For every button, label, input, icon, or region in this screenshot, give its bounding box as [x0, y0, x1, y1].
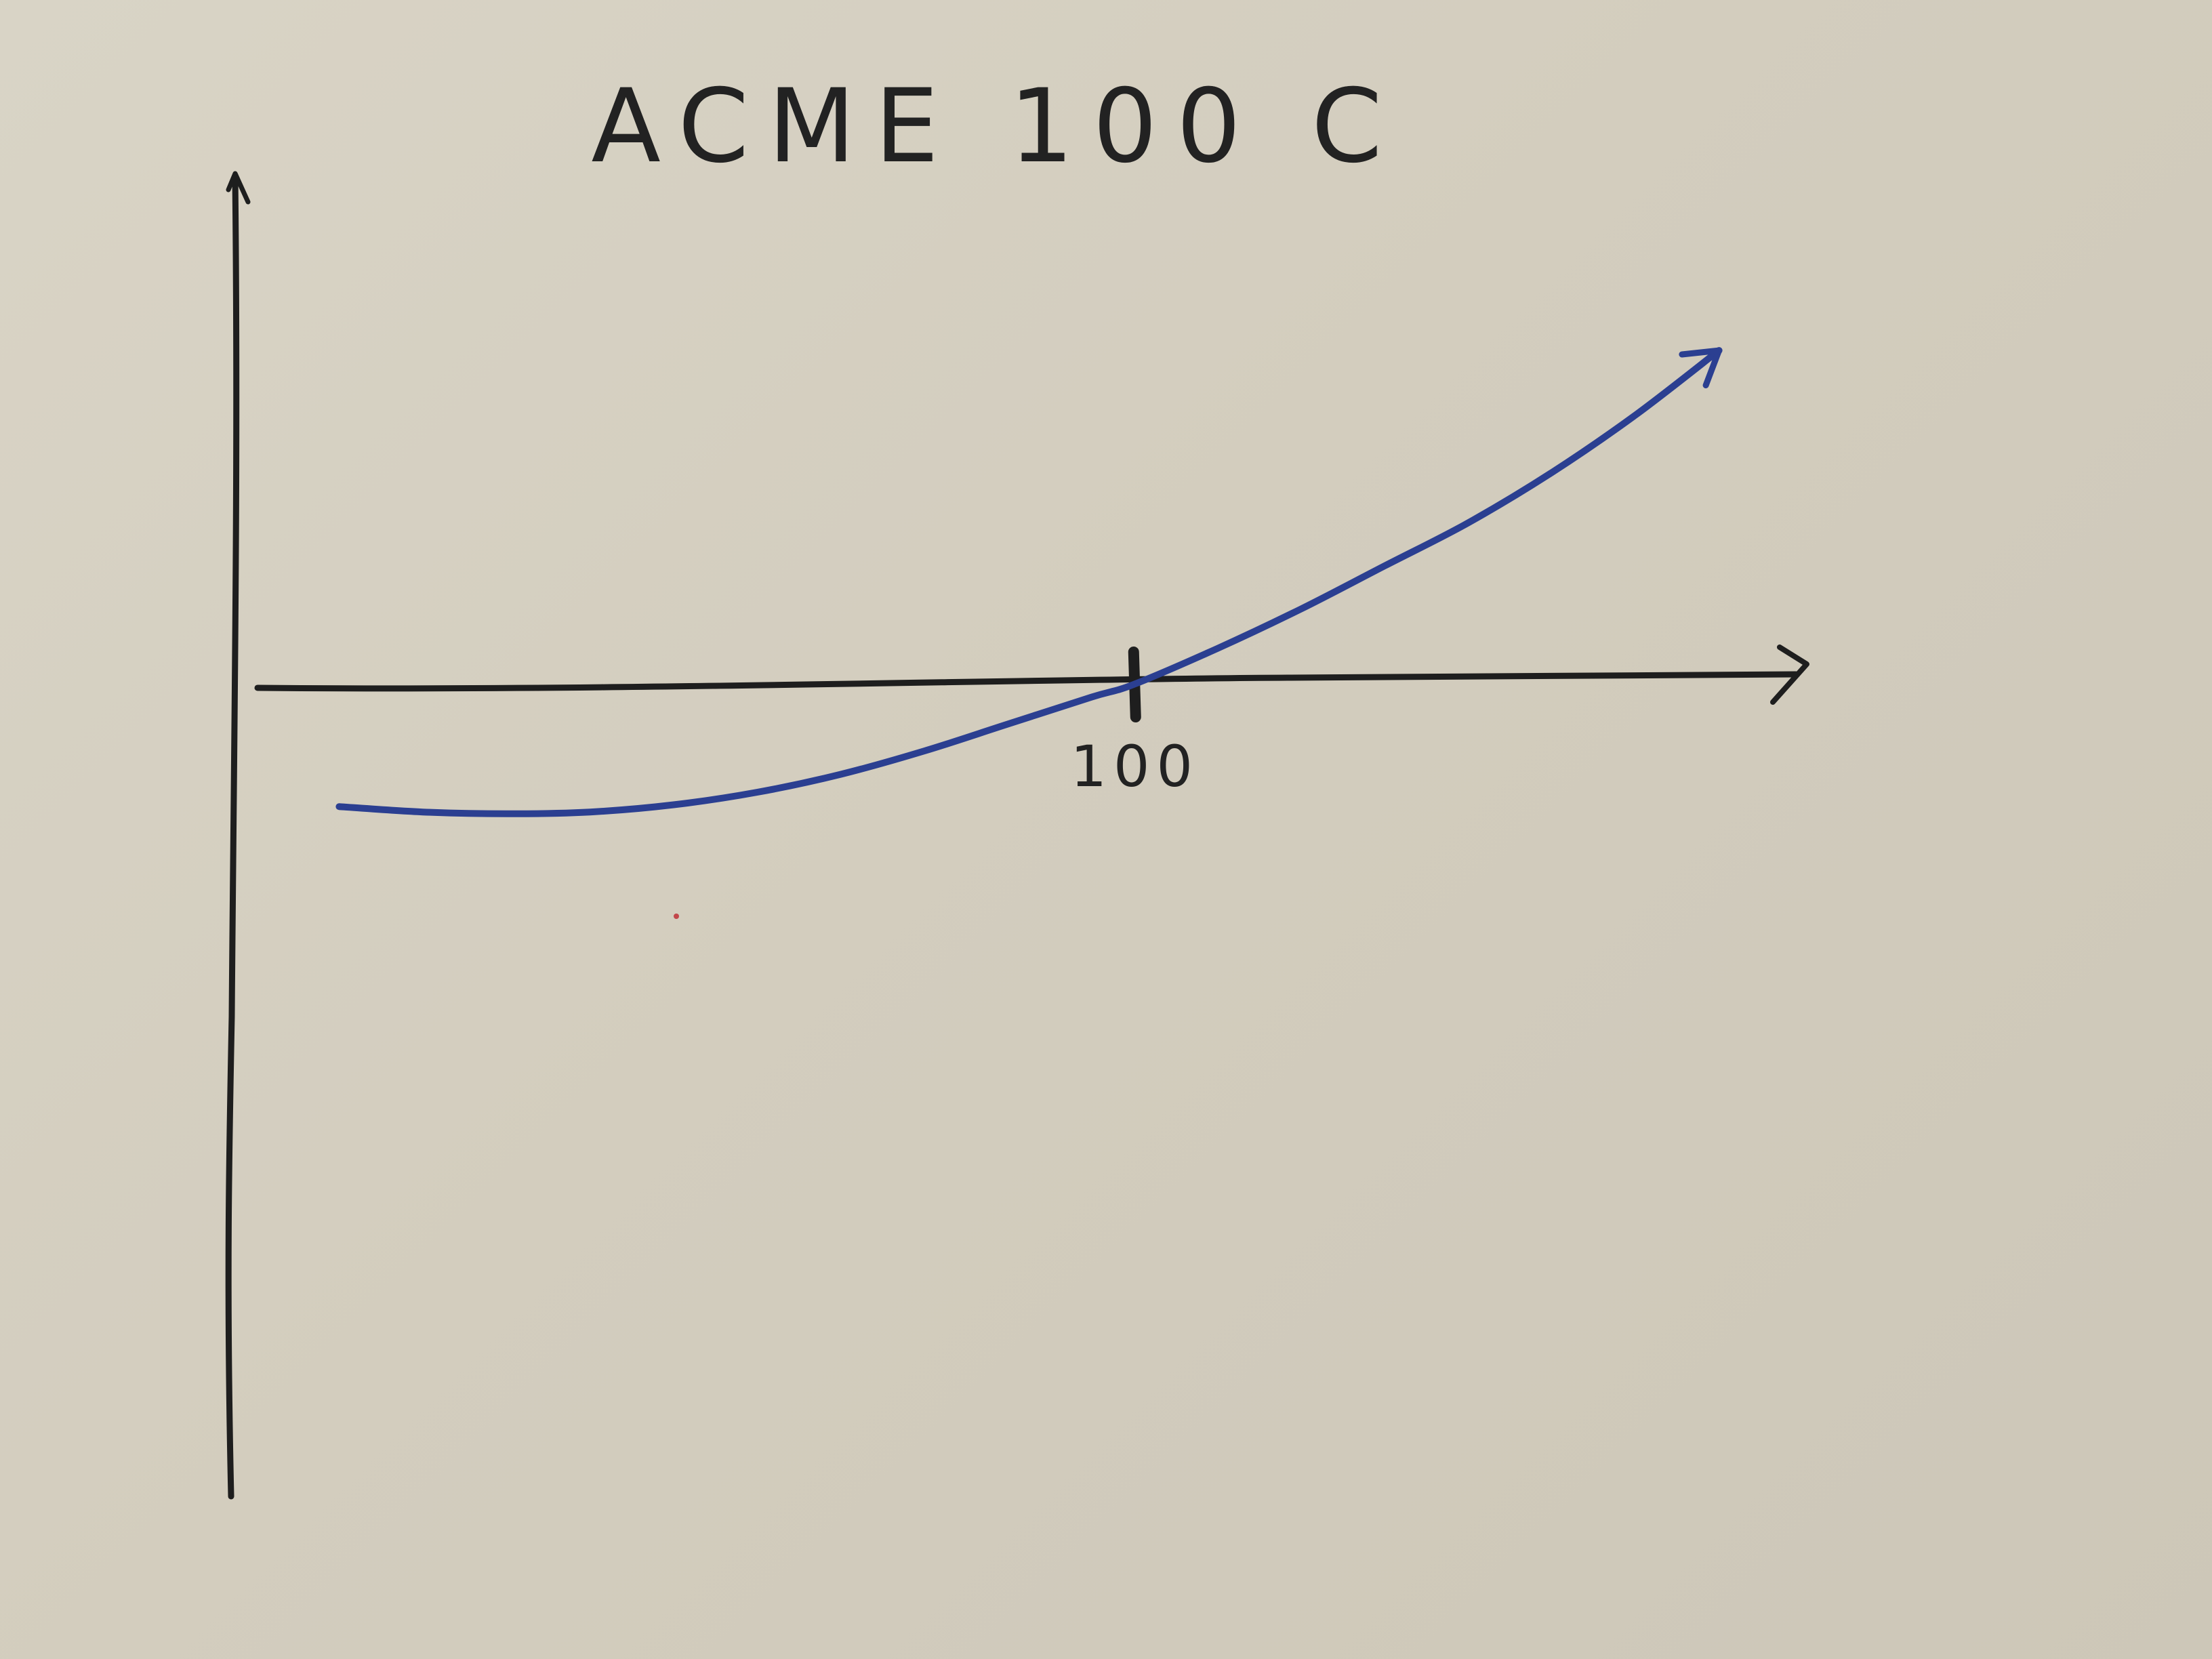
- x-axis-arrowhead: [1770, 644, 1809, 705]
- x-ticks: 100: [1071, 647, 1200, 800]
- x-tick-label-0: 100: [1071, 733, 1200, 800]
- series-line: [335, 347, 1723, 817]
- paper-mark: [674, 914, 679, 919]
- y-axis: [225, 174, 240, 1500]
- series-arrowhead: [1679, 347, 1723, 388]
- y-axis-arrowhead: [226, 171, 251, 205]
- x-axis: [254, 671, 1799, 692]
- chart-title: ACME 100 C: [591, 68, 1401, 186]
